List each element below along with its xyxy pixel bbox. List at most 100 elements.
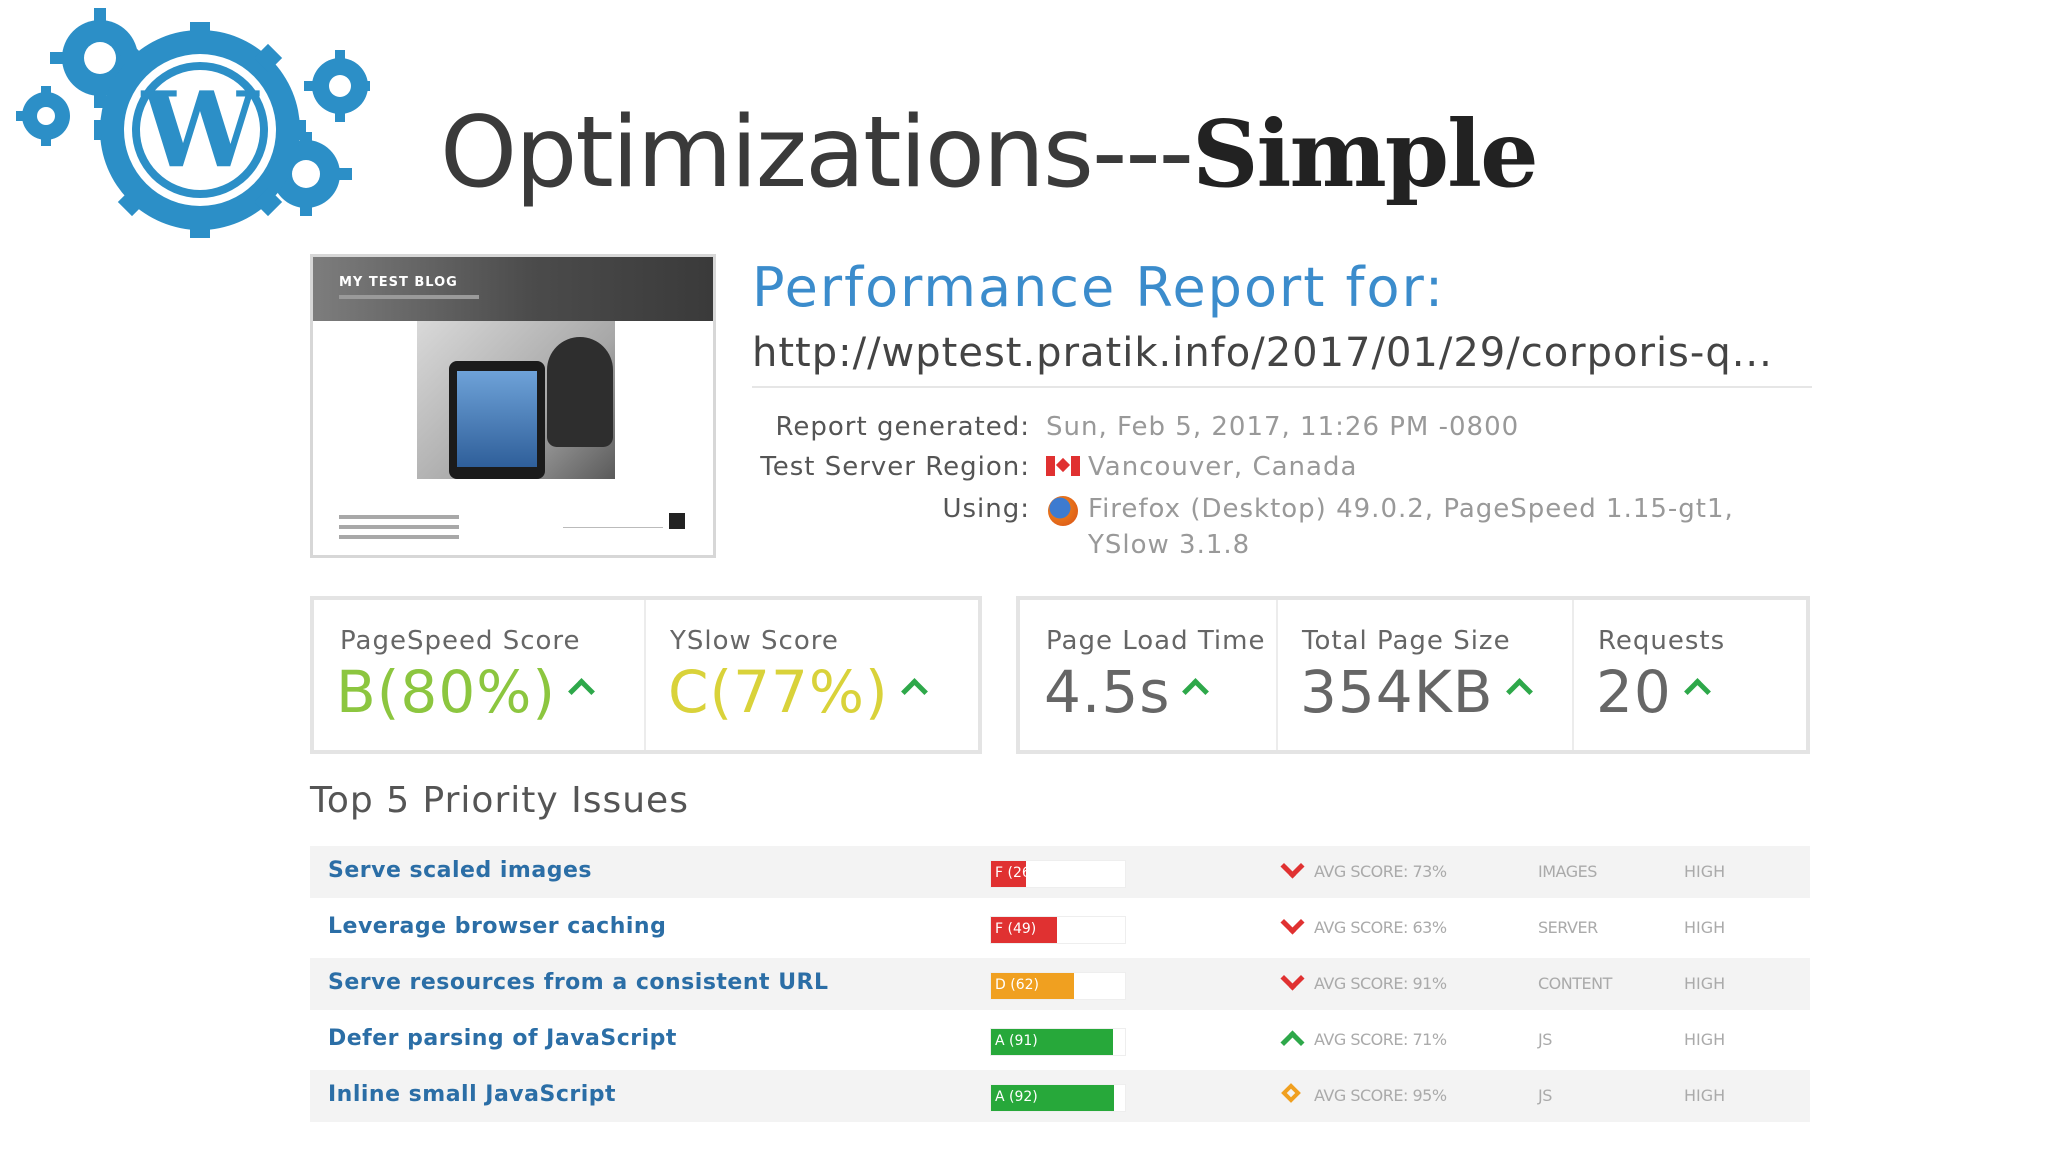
trend-down-icon [1278, 854, 1306, 882]
thumbnail-photo [417, 321, 615, 479]
issue-priority: HIGH [1684, 1086, 1726, 1105]
using-value-line1: Firefox (Desktop) 49.0.2, PageSpeed 1.15… [1088, 494, 1734, 524]
page-screenshot-thumbnail: MY TEST BLOG [310, 254, 716, 558]
slide-title: Optimizations---Simple [440, 88, 1539, 218]
trend-neutral-icon [1278, 1082, 1306, 1106]
page-load-time: 4.5s [1044, 658, 1210, 726]
requests-value: 20 [1596, 658, 1672, 726]
issue-priority: HIGH [1684, 918, 1726, 937]
pagespeed-score-label: PageSpeed Score [340, 626, 581, 656]
trend-glyph [1280, 1030, 1305, 1055]
thumbnail-tablet-screen [457, 371, 537, 467]
issue-row[interactable]: Inline small JavaScript A (92) AVG SCORE: … [310, 1070, 1810, 1122]
using-label: Using: [942, 494, 1030, 524]
trend-down-icon [1278, 910, 1306, 938]
thumbnail-excerpt [339, 515, 459, 519]
metrics-card [1016, 596, 1810, 754]
issue-name-link[interactable]: Serve scaled images [328, 858, 592, 883]
issue-name-link[interactable]: Leverage browser caching [328, 914, 667, 939]
total-page-size-label: Total Page Size [1302, 626, 1511, 656]
thumbnail-search-button [669, 513, 685, 529]
issue-grade-label: F (26) [995, 865, 1037, 881]
issue-priority: HIGH [1684, 862, 1726, 881]
report-url[interactable]: http://wptest.pratik.info/2017/01/29/cor… [752, 330, 1773, 376]
trend-glyph [1281, 1083, 1301, 1103]
issue-type: IMAGES [1538, 862, 1597, 881]
issue-priority: HIGH [1684, 974, 1726, 993]
thumbnail-search-box [563, 515, 663, 528]
issue-type: CONTENT [1538, 974, 1612, 993]
issue-avg-score: AVG SCORE: 73% [1314, 862, 1447, 881]
issue-name-link[interactable]: Serve resources from a consistent URL [328, 970, 829, 995]
issue-grade-fill [991, 1029, 1113, 1055]
priority-issues-title: Top 5 Priority Issues [310, 780, 689, 821]
page-load-time-value: 4.5s [1044, 658, 1171, 726]
issue-avg-score: AVG SCORE: 63% [1314, 918, 1447, 937]
issue-grade-fill [991, 1085, 1114, 1111]
trend-down-icon [1278, 966, 1306, 994]
requests-up-arrow-icon [1683, 678, 1711, 706]
server-region-value: Vancouver, Canada [1088, 452, 1358, 482]
slide-title-plain: Optimizations--- [440, 96, 1194, 210]
slide-title-bold: Simple [1192, 100, 1539, 208]
yslow-score-value: C(77%) [668, 658, 889, 726]
issue-grade-bar: A (91) [990, 1028, 1126, 1056]
svg-text:W: W [141, 68, 261, 191]
thumbnail-tagline-bar [339, 295, 479, 299]
issue-name-link[interactable]: Defer parsing of JavaScript [328, 1026, 677, 1051]
issue-grade-label: D (62) [995, 977, 1039, 993]
issue-row[interactable]: Leverage browser caching F (49) AVG SCORE:… [310, 902, 1810, 954]
issue-grade-fill [991, 861, 1026, 887]
server-region-label: Test Server Region: [760, 452, 1030, 482]
wordpress-gears-logo: W [10, 8, 370, 238]
issue-type: JS [1538, 1030, 1552, 1049]
yslow-score: C(77%) [668, 658, 928, 726]
issue-grade-bar: D (62) [990, 972, 1126, 1000]
pagespeed-score: B(80%) [336, 658, 595, 726]
issue-avg-score: AVG SCORE: 95% [1314, 1086, 1447, 1105]
trend-glyph [1280, 966, 1305, 991]
thumbnail-person [547, 337, 613, 447]
grades-card-divider [644, 600, 646, 750]
page-load-time-label: Page Load Time [1046, 626, 1266, 656]
requests: 20 [1596, 658, 1711, 726]
total-page-size: 354KB [1300, 658, 1533, 726]
issue-priority: HIGH [1684, 1030, 1726, 1049]
issue-avg-score: AVG SCORE: 91% [1314, 974, 1447, 993]
issue-grade-bar: F (49) [990, 916, 1126, 944]
thumbnail-tablet [449, 361, 545, 479]
url-divider [752, 386, 1812, 388]
issue-grade-bar: F (26) [990, 860, 1126, 888]
issue-grade-fill [991, 917, 1057, 943]
issue-row[interactable]: Serve scaled images F (26) AVG SCORE: 73% I… [310, 846, 1810, 898]
issue-type: SERVER [1538, 918, 1598, 937]
issue-grade-bar: A (92) [990, 1084, 1126, 1112]
metrics-card-divider-2 [1572, 600, 1574, 750]
issue-grade-label: F (49) [995, 921, 1037, 937]
trend-up-icon [1278, 1026, 1306, 1055]
metrics-card-divider-1 [1276, 600, 1278, 750]
issue-grade-label: A (91) [995, 1033, 1038, 1049]
pagespeed-up-arrow-icon [568, 678, 595, 706]
issue-row[interactable]: Serve resources from a consistent URL D (… [310, 958, 1810, 1010]
trend-glyph [1280, 910, 1305, 935]
report-generated-value: Sun, Feb 5, 2017, 11:26 PM -0800 [1046, 412, 1520, 442]
report-generated-label: Report generated: [775, 412, 1030, 442]
issue-row[interactable]: Defer parsing of JavaScript A (91) AVG SCO… [310, 1014, 1810, 1066]
page-size-up-arrow-icon [1505, 678, 1533, 706]
pagespeed-score-value: B(80%) [336, 658, 556, 726]
using-value-line2: YSlow 3.1.8 [1088, 530, 1251, 560]
canada-flag-icon [1046, 456, 1080, 476]
issue-name-link[interactable]: Inline small JavaScript [328, 1082, 617, 1107]
issue-type: JS [1538, 1086, 1552, 1105]
report-title: Performance Report for: [752, 256, 1446, 319]
total-page-size-value: 354KB [1300, 658, 1494, 726]
yslow-score-label: YSlow Score [670, 626, 839, 656]
issue-grade-label: A (92) [995, 1089, 1038, 1105]
issue-avg-score: AVG SCORE: 71% [1314, 1030, 1447, 1049]
firefox-icon [1048, 496, 1078, 526]
grades-card [310, 596, 982, 754]
load-time-up-arrow-icon [1182, 678, 1210, 706]
issue-grade-fill [991, 973, 1074, 999]
thumbnail-blog-title: MY TEST BLOG [339, 275, 458, 290]
